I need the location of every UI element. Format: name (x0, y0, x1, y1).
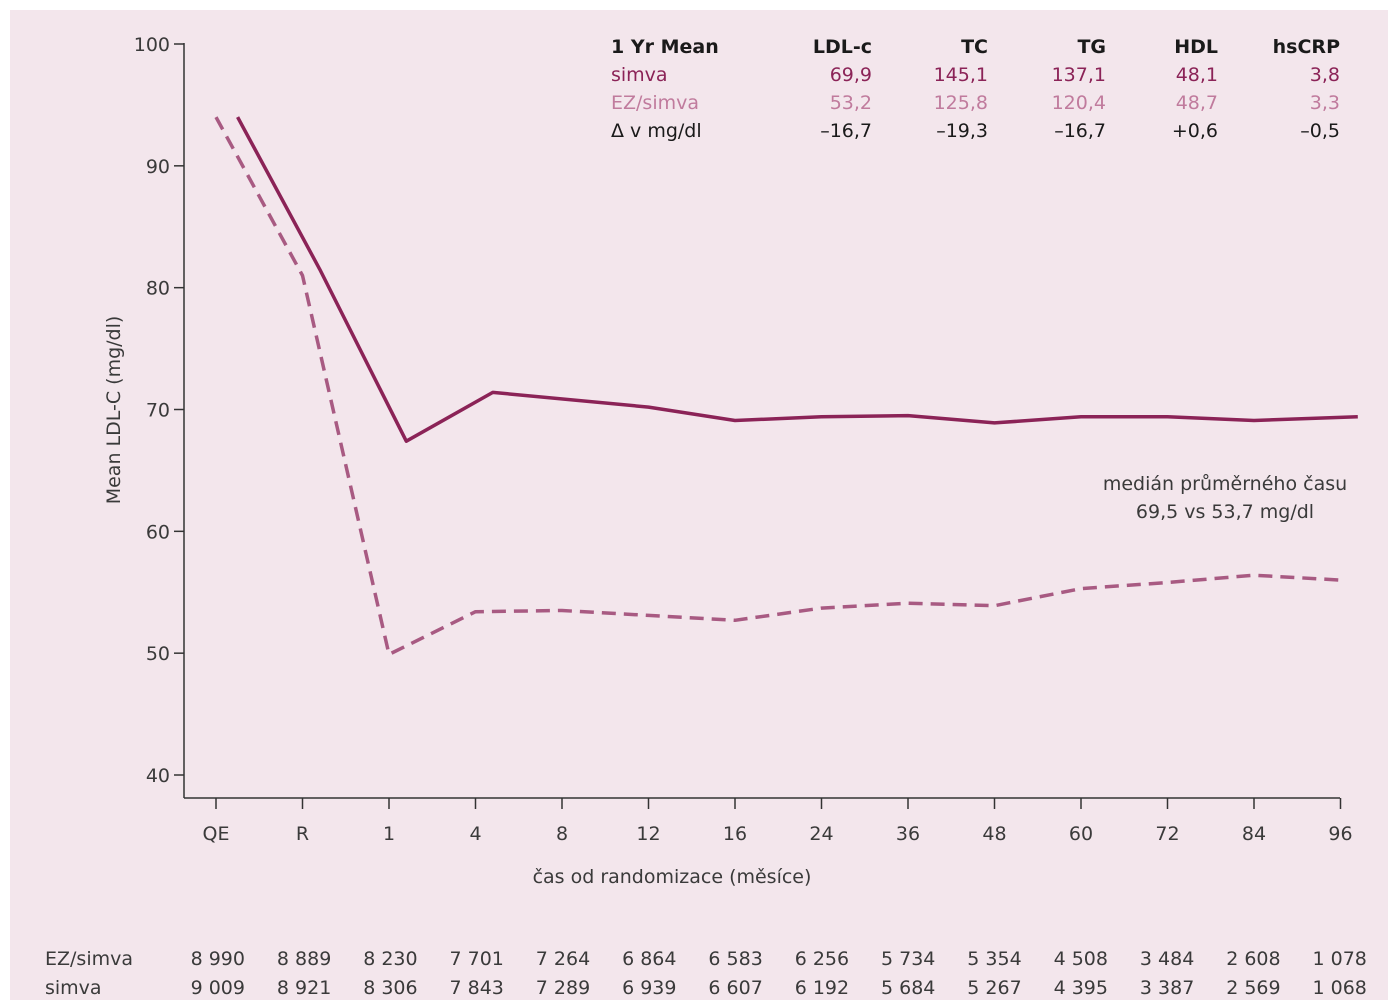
at-risk-count: 9 009 (191, 977, 245, 999)
at-risk-count: 6 256 (795, 948, 849, 970)
at-risk-count: 8 306 (363, 977, 417, 999)
at-risk-count: 7 843 (449, 977, 503, 999)
at-risk-count: 7 289 (536, 977, 590, 999)
table-header: TG (1077, 36, 1106, 58)
x-tick-label: 96 (1328, 823, 1352, 845)
table-cell: 120,4 (1052, 92, 1106, 114)
at-risk-count: 6 864 (622, 948, 676, 970)
x-tick-label: 12 (636, 823, 660, 845)
table-cell: 3,3 (1310, 92, 1340, 114)
table-cell: +0,6 (1172, 120, 1218, 142)
chart-canvas: 40 50 60 70 80 90 100 QE R 1 4 8 12 16 24 36 48 60 72 84 96 č… (10, 10, 1388, 1000)
at-risk-count: 1 078 (1312, 948, 1366, 970)
series-line-ezsimva (214, 116, 1341, 657)
table-cell: 145,1 (934, 64, 988, 86)
y-tick-label: 100 (134, 34, 170, 56)
table-header: TC (961, 36, 988, 58)
x-tick-label: 8 (556, 823, 568, 845)
at-risk-count: 7 701 (449, 948, 503, 970)
table-cell: 137,1 (1052, 64, 1106, 86)
x-tick-label: 24 (809, 823, 833, 845)
at-risk-count: 5 354 (967, 948, 1021, 970)
at-risk-count: 3 387 (1140, 977, 1194, 999)
at-risk-count: 5 734 (881, 948, 935, 970)
table-header: HDL (1174, 36, 1218, 58)
x-tick-label: 60 (1069, 823, 1093, 845)
y-axis-title: Mean LDL-C (mg/dl) (103, 316, 125, 505)
at-risk-label: simva (45, 977, 102, 999)
x-tick-label: 72 (1155, 823, 1179, 845)
at-risk-count: 7 264 (536, 948, 590, 970)
x-tick-label: R (296, 823, 309, 845)
at-risk-count: 4 508 (1054, 948, 1108, 970)
at-risk-count: 6 583 (708, 948, 762, 970)
at-risk-count: 2 608 (1226, 948, 1280, 970)
at-risk-count: 8 230 (363, 948, 417, 970)
y-tick-label: 90 (146, 156, 170, 178)
x-tick-label: 84 (1242, 823, 1266, 845)
at-risk-count: 5 267 (967, 977, 1021, 999)
y-tick-label: 40 (146, 765, 170, 787)
table-cell: –0,5 (1300, 120, 1340, 142)
table-cell: 48,7 (1176, 92, 1218, 114)
table-cell: –16,7 (820, 120, 872, 142)
at-risk-label: EZ/simva (45, 948, 133, 970)
at-risk-count: 6 192 (795, 977, 849, 999)
series-line-simva (236, 116, 1358, 443)
y-tick-label: 80 (146, 278, 170, 300)
at-risk-count: 6 939 (622, 977, 676, 999)
x-tick-label: 36 (896, 823, 920, 845)
at-risk-count: 6 607 (708, 977, 762, 999)
table-cell: 125,8 (934, 92, 988, 114)
at-risk-count: 8 921 (277, 977, 331, 999)
table-header: hsCRP (1273, 36, 1340, 58)
x-axis-title: čas od randomizace (měsíce) (533, 866, 812, 888)
table-cell: EZ/simva (611, 92, 699, 114)
table-cell: 69,9 (830, 64, 872, 86)
table-cell: –16,7 (1054, 120, 1106, 142)
table-cell: 48,1 (1176, 64, 1218, 86)
table-header: 1 Yr Mean (611, 36, 719, 58)
x-tick-label: 1 (383, 823, 395, 845)
x-tick-label: QE (203, 823, 230, 845)
y-tick-label: 60 (146, 521, 170, 543)
at-risk-count: 4 395 (1054, 977, 1108, 999)
table-cell: Δ v mg/dl (611, 120, 702, 142)
table-cell: simva (611, 64, 668, 86)
at-risk-count: 2 569 (1226, 977, 1280, 999)
y-tick-label: 70 (146, 400, 170, 422)
median-annotation: medián průměrného času (1103, 473, 1347, 495)
at-risk-count: 1 068 (1312, 977, 1366, 999)
table-cell: 53,2 (830, 92, 872, 114)
x-tick-label: 16 (723, 823, 747, 845)
x-tick-label: 48 (982, 823, 1006, 845)
median-annotation: 69,5 vs 53,7 mg/dl (1136, 501, 1314, 523)
at-risk-count: 8 990 (191, 948, 245, 970)
at-risk-count: 3 484 (1140, 948, 1194, 970)
x-tick-label: 4 (469, 823, 481, 845)
at-risk-count: 5 684 (881, 977, 935, 999)
table-cell: –19,3 (936, 120, 988, 142)
table-header: LDL-c (813, 36, 872, 58)
at-risk-count: 8 889 (277, 948, 331, 970)
y-tick-label: 50 (146, 643, 170, 665)
table-cell: 3,8 (1310, 64, 1340, 86)
